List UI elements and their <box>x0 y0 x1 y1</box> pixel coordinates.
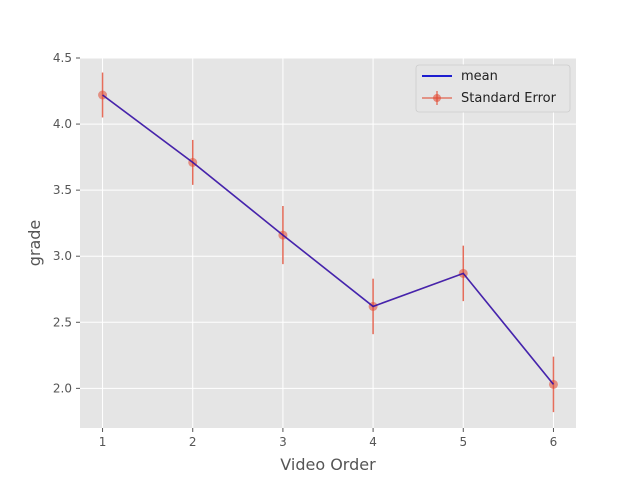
y-tick-label: 4.0 <box>53 117 72 131</box>
y-axis-label: grade <box>25 220 44 267</box>
legend-error-marker <box>433 94 441 102</box>
y-tick-label: 3.0 <box>53 249 72 263</box>
y-tick-label: 4.5 <box>53 51 72 65</box>
y-axis-ticks: 2.0 2.5 3.0 3.5 4.0 4.5 <box>53 51 80 395</box>
x-axis-ticks: 1 2 3 4 5 6 <box>99 428 558 449</box>
legend: mean Standard Error <box>416 65 570 112</box>
legend-error-label: Standard Error <box>461 91 557 106</box>
x-tick-label: 4 <box>369 435 377 449</box>
x-tick-label: 1 <box>99 435 107 449</box>
legend-mean-label: mean <box>461 69 498 84</box>
plot-background <box>80 58 576 428</box>
x-tick-label: 5 <box>459 435 467 449</box>
y-tick-label: 2.0 <box>53 381 72 395</box>
x-axis-label: Video Order <box>280 455 376 474</box>
x-tick-label: 2 <box>189 435 197 449</box>
x-tick-label: 3 <box>279 435 287 449</box>
y-tick-label: 2.5 <box>53 315 72 329</box>
y-tick-label: 3.5 <box>53 183 72 197</box>
x-tick-label: 6 <box>550 435 558 449</box>
